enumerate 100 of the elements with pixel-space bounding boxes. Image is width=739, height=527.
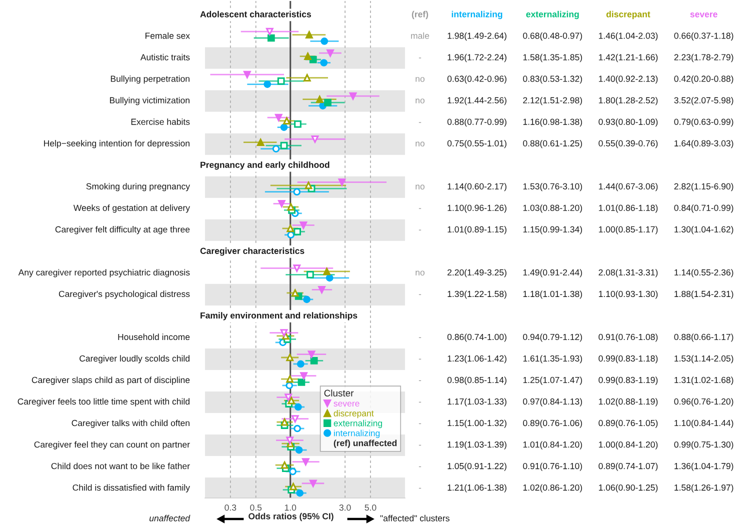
data-label: 1.18(1.01-1.38): [523, 290, 582, 299]
text: no: [416, 184, 424, 190]
data-label: 3.52(2.07-5.98): [674, 96, 734, 106]
y-tick-label: Female sex: [145, 32, 190, 39]
data-label: 1.61(1.35-1.93): [523, 355, 582, 364]
text: externalizing: [526, 10, 579, 20]
y-tick-label: Caregiver feel they can count on partner: [34, 441, 190, 450]
data-label: 1.92(1.44-2.56): [448, 96, 506, 106]
data-label: 1.53(0.76-3.10): [523, 183, 582, 192]
data-label: 1.46(1.04-2.03): [598, 32, 658, 41]
data-label: 0.91(0.76-1.08): [598, 334, 658, 342]
data-label: 1.36(1.04-1.79): [674, 462, 734, 471]
data-label: 1.03(0.88-1.20): [523, 204, 582, 213]
text: -: [418, 444, 422, 446]
data-label: 0.88(0.66-1.17): [674, 334, 734, 342]
text: -: [418, 208, 422, 209]
data-label: 2.08(1.31-3.31): [598, 269, 658, 278]
data-label: 0.99(0.83-1.18): [598, 355, 658, 364]
y-tick-label: Any caregiver reported psychiatric diagnosis: [18, 269, 190, 278]
legend-title: Cluster: [324, 390, 354, 396]
data-label: 1.96(1.72-2.24): [448, 54, 506, 62]
text: (ref): [412, 10, 428, 20]
data-label: 0.93(0.80-1.09): [598, 118, 658, 127]
data-label: 1.40(0.92-2.13): [598, 75, 658, 84]
data-label: 0.42(0.20-0.88): [674, 75, 734, 84]
data-label: 1.02(0.88-1.19): [598, 398, 658, 406]
data-label: 0.88(0.61-1.25): [523, 140, 582, 148]
data-label: 0.75(0.55-1.01): [447, 140, 506, 148]
y-tick-label: Adolescent characteristics: [200, 10, 312, 18]
y-tick-label: Caregiver felt difficulty at age three: [55, 226, 190, 234]
data-label: 0.89(0.74-1.07): [598, 462, 658, 471]
text: no: [416, 77, 424, 82]
legend-label: internalizing: [334, 430, 380, 438]
data-label: 1.01(0.89-1.15): [448, 226, 506, 234]
data-label: 0.99(0.83-1.19): [598, 376, 658, 385]
text: -: [418, 337, 422, 338]
data-label: 1.25(1.07-1.47): [523, 376, 582, 385]
legend-label: severe: [334, 402, 360, 407]
text: no: [416, 98, 424, 104]
y-tick-label: Family environment and relationships: [200, 312, 358, 320]
data-label: 0.83(0.53-1.32): [523, 75, 582, 84]
text: discrepant: [606, 10, 650, 20]
data-label: 1.14(0.55-2.36): [674, 269, 734, 278]
y-tick-label: Weeks of gestation at delivery: [73, 204, 190, 213]
data-label: 1.01(0.86-1.18): [598, 204, 658, 213]
data-label: 1.14(0.60-2.17): [448, 183, 506, 192]
data-label: 0.91(0.76-1.10): [523, 462, 582, 471]
y-tick-label: Caregiver's psychological distress: [58, 290, 190, 299]
data-label: 0.63(0.42-0.96): [447, 75, 506, 84]
data-label: 2.12(1.51-2.98): [523, 96, 582, 106]
data-label: 0.98(0.85-1.14): [447, 376, 506, 385]
data-label: 0.89(0.76-1.05): [598, 420, 658, 428]
text: -: [418, 358, 422, 360]
data-label: 2.23(1.78-2.79): [674, 54, 734, 62]
text: "affected" clusters: [380, 514, 450, 522]
y-tick-label: Caregiver talks with child often: [72, 420, 190, 428]
y-tick-label: Caregiver characteristics: [200, 248, 304, 256]
data-label: 1.21(1.06-1.38): [448, 484, 506, 492]
data-label: 1.30(1.04-1.62): [674, 226, 734, 234]
data-label: 1.98(1.49-2.64): [448, 32, 506, 41]
data-label: 0.97(0.84-1.13): [523, 398, 582, 406]
data-label: 1.64(0.89-3.03): [674, 140, 734, 148]
text: male: [411, 32, 430, 39]
data-label: 0.94(0.79-1.12): [523, 334, 582, 342]
y-tick-label: Caregiver loudly scolds child: [80, 355, 190, 364]
data-label: 1.06(0.90-1.25): [598, 484, 658, 492]
x-tick-label: 5.0: [364, 504, 376, 511]
y-tick-label: Bullying perpetration: [110, 75, 190, 84]
y-tick-label: Caregiver slaps child as part of discipline: [32, 376, 190, 385]
data-label: 1.02(0.86-1.20): [523, 484, 582, 492]
data-label: 0.96(0.76-1.20): [674, 398, 734, 406]
data-label: 0.89(0.76-1.06): [523, 420, 582, 428]
y-tick-label: Exercise habits: [131, 118, 190, 125]
data-label: 2.82(1.15-6.90): [674, 183, 734, 192]
data-label: 0.79(0.63-0.99): [674, 118, 734, 127]
data-label: 0.84(0.71-0.99): [674, 204, 734, 213]
x-tick-label: 0.5: [250, 504, 262, 511]
text: -: [418, 423, 422, 424]
text: internalizing: [452, 10, 502, 20]
data-label: 1.17(1.03-1.33): [448, 398, 506, 406]
data-label: 0.88(0.77-0.99): [447, 118, 506, 127]
data-label: 1.10(0.84-1.44): [674, 420, 734, 428]
data-label: 1.31(1.02-1.68): [674, 376, 734, 385]
data-label: 1.80(1.28-2.52): [598, 96, 658, 106]
y-tick-label: Help−seeking intention for depression: [44, 140, 190, 148]
data-label: 1.10(0.96-1.26): [448, 204, 506, 213]
text: -: [418, 294, 422, 295]
text: -: [418, 466, 422, 468]
data-label: 1.88(1.54-2.31): [674, 290, 734, 299]
data-label: 1.16(0.98-1.38): [523, 118, 582, 127]
data-label: 1.15(1.00-1.32): [448, 420, 506, 428]
data-label: 2.20(1.49-3.25): [448, 269, 506, 278]
data-label: 0.68(0.48-0.97): [523, 32, 582, 41]
data-label: 1.10(0.93-1.30): [598, 290, 658, 299]
x-tick-label: 0.3: [224, 504, 236, 511]
x-tick-label: 3.0: [339, 504, 351, 511]
data-label: 0.55(0.39-0.76): [598, 140, 658, 148]
data-label: 1.00(0.85-1.17): [598, 226, 658, 234]
data-label: 1.00(0.84-1.20): [598, 441, 658, 450]
text: -: [418, 488, 422, 489]
